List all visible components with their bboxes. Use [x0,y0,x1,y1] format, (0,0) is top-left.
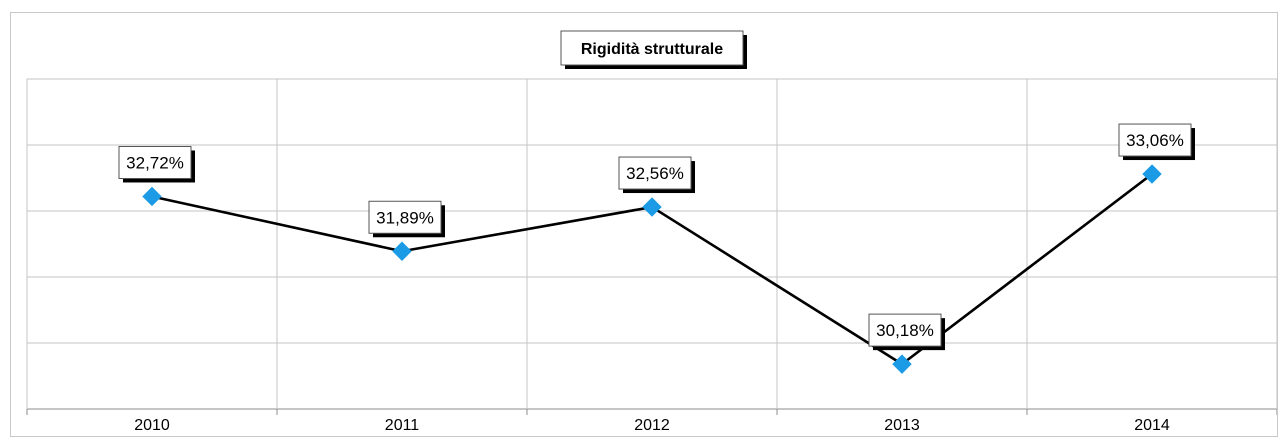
data-label: 31,89% [376,208,434,227]
data-label-box [868,313,942,347]
data-point-marker [892,354,912,374]
data-point-marker [1142,164,1162,184]
x-tick-label: 2011 [385,417,420,434]
data-label-box [1118,123,1192,157]
data-label: 32,56% [626,164,684,183]
data-point-marker [142,186,162,207]
data-label-box [618,156,692,190]
series-layer [142,164,1162,374]
line-chart: Rigidità strutturale 32,72%31,89%32,56%3… [26,30,1277,434]
data-label-box [368,200,442,234]
x-tick-label: 2012 [634,417,670,434]
data-label-layer: 32,72% 31,89% 32,56% 30,18% 33,06% [118,123,1195,351]
data-label: 33,06% [1126,131,1184,150]
x-tick-label: 2014 [1134,417,1170,434]
chart-title-group: Rigidità strutturale [560,30,747,69]
data-label: 30,18% [876,321,934,340]
data-point-marker [392,241,412,261]
chart-title: Rigidità strutturale [581,41,723,58]
chart-frame: Rigidità strutturale 32,72% 31,89% 32,56% 3… [10,12,1278,437]
x-tick-label: 2010 [134,417,170,434]
x-tick-layer: 2010 2011 2012 2013 2014 [134,417,1170,434]
data-label: 32,72% [126,153,184,172]
x-tick-label: 2013 [884,417,920,434]
data-point-marker [642,197,662,217]
grid-layer [26,78,1277,415]
data-label-box [118,145,192,179]
chart-title-box [560,30,744,66]
